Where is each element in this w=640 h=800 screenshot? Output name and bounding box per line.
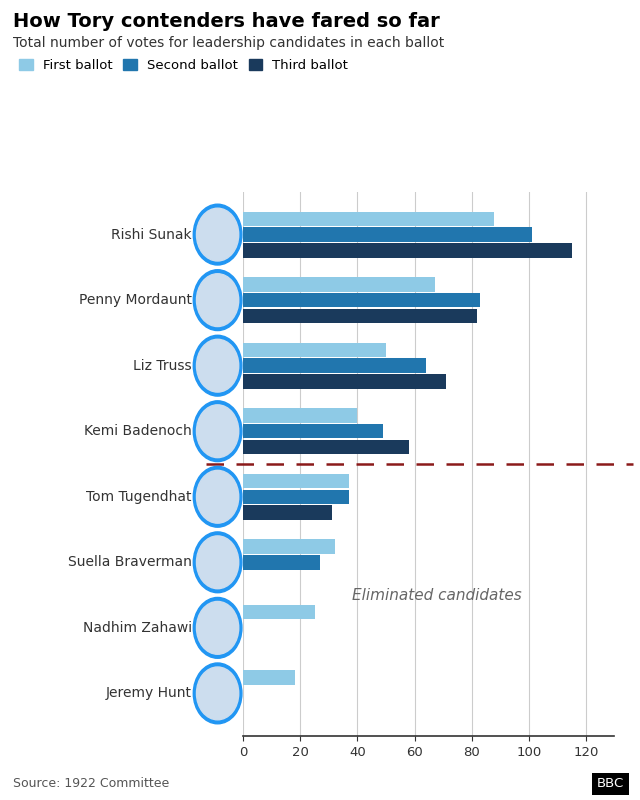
Bar: [243, 670, 294, 685]
Text: BBC: BBC: [596, 778, 624, 790]
Text: Penny Mordaunt: Penny Mordaunt: [79, 293, 192, 307]
Bar: [243, 539, 335, 554]
Bar: [243, 358, 426, 373]
Text: How Tory contenders have fared so far: How Tory contenders have fared so far: [13, 12, 440, 31]
Bar: [243, 212, 495, 226]
Bar: [243, 605, 315, 619]
Bar: [243, 490, 349, 504]
Bar: [243, 293, 480, 307]
Text: Eliminated candidates: Eliminated candidates: [352, 587, 522, 602]
Bar: [243, 424, 383, 438]
Bar: [243, 555, 320, 570]
Bar: [243, 374, 446, 389]
Bar: [243, 408, 357, 422]
Bar: [243, 278, 435, 292]
Bar: [243, 309, 477, 323]
Text: Kemi Badenoch: Kemi Badenoch: [84, 424, 192, 438]
Bar: [243, 474, 349, 488]
Bar: [243, 440, 409, 454]
Bar: [243, 342, 386, 357]
Text: Tom Tugendhat: Tom Tugendhat: [86, 490, 192, 504]
Text: Jeremy Hunt: Jeremy Hunt: [106, 686, 192, 700]
Text: Rishi Sunak: Rishi Sunak: [111, 228, 192, 242]
Bar: [243, 227, 532, 242]
Text: Nadhim Zahawi: Nadhim Zahawi: [83, 621, 192, 635]
Bar: [243, 506, 332, 520]
Legend: First ballot, Second ballot, Third ballot: First ballot, Second ballot, Third ballo…: [19, 58, 348, 72]
Text: Total number of votes for leadership candidates in each ballot: Total number of votes for leadership can…: [13, 36, 444, 50]
Text: Suella Braverman: Suella Braverman: [68, 555, 192, 570]
Text: Liz Truss: Liz Truss: [133, 358, 192, 373]
Text: Source: 1922 Committee: Source: 1922 Committee: [13, 778, 169, 790]
Bar: [243, 243, 572, 258]
